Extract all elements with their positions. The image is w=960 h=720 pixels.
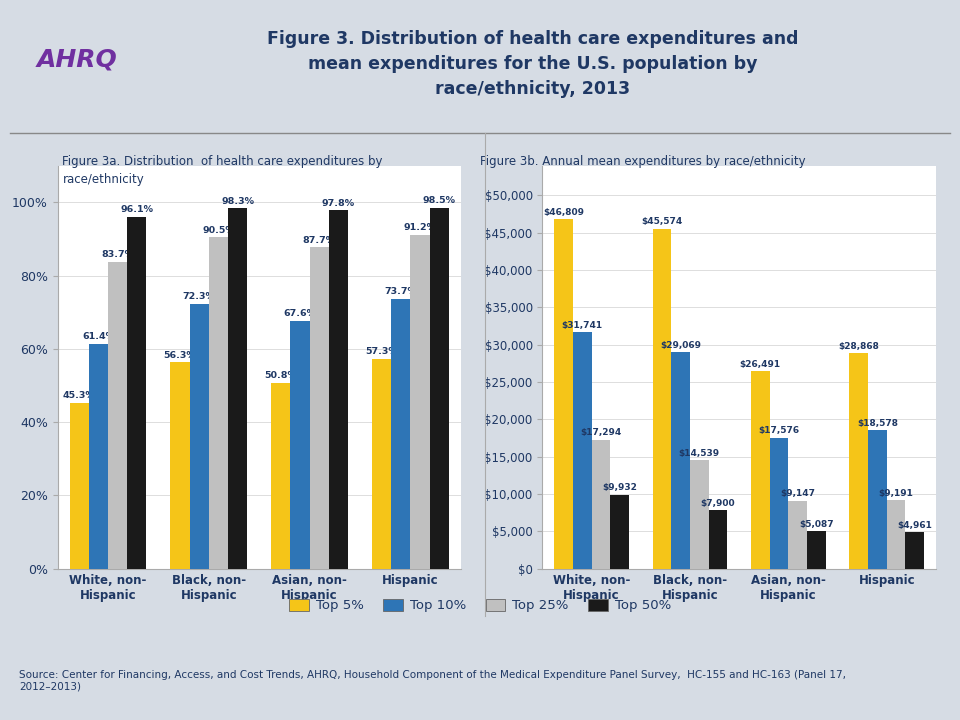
Text: Figure 3a. Distribution  of health care expenditures by
race/ethnicity: Figure 3a. Distribution of health care e… <box>62 155 383 186</box>
Text: Source: Center for Financing, Access, and Cost Trends, AHRQ, Household Component: Source: Center for Financing, Access, an… <box>19 670 846 691</box>
Text: 83.7%: 83.7% <box>101 251 134 259</box>
Text: $5,087: $5,087 <box>799 520 833 528</box>
Text: 96.1%: 96.1% <box>120 205 154 214</box>
Text: $7,900: $7,900 <box>701 498 735 508</box>
Text: 98.5%: 98.5% <box>422 196 456 205</box>
Bar <box>190 304 208 569</box>
Text: $29,069: $29,069 <box>660 341 701 349</box>
Bar <box>392 299 410 569</box>
Text: AHRQ: AHRQ <box>36 48 117 72</box>
Text: 50.8%: 50.8% <box>264 371 298 380</box>
Text: $28,868: $28,868 <box>838 342 879 351</box>
Text: Figure 3. Distribution of health care expenditures and
mean expenditures for the: Figure 3. Distribution of health care ex… <box>267 30 799 98</box>
Text: $4,961: $4,961 <box>898 521 932 529</box>
Text: $17,294: $17,294 <box>581 428 621 438</box>
Bar <box>554 220 573 569</box>
Bar <box>708 510 728 569</box>
Text: $45,574: $45,574 <box>641 217 683 226</box>
Bar <box>611 495 629 569</box>
Bar <box>89 343 108 569</box>
Bar <box>108 262 127 569</box>
Text: 87.7%: 87.7% <box>302 235 336 245</box>
Text: 61.4%: 61.4% <box>82 332 115 341</box>
Text: $9,932: $9,932 <box>602 483 637 492</box>
Text: 73.7%: 73.7% <box>384 287 418 296</box>
Bar <box>70 402 89 569</box>
Text: 56.3%: 56.3% <box>164 351 197 360</box>
Bar <box>770 438 788 569</box>
Text: 91.2%: 91.2% <box>403 223 437 232</box>
Text: $26,491: $26,491 <box>740 360 780 369</box>
Bar <box>905 532 924 569</box>
Text: 90.5%: 90.5% <box>202 225 235 235</box>
Text: 98.3%: 98.3% <box>221 197 254 206</box>
Text: 72.3%: 72.3% <box>182 292 216 301</box>
Bar <box>653 228 671 569</box>
Text: 97.8%: 97.8% <box>322 199 355 208</box>
Bar <box>171 362 190 569</box>
Bar <box>887 500 905 569</box>
Bar <box>208 237 228 569</box>
Bar <box>591 440 611 569</box>
Text: $9,191: $9,191 <box>878 489 914 498</box>
Bar <box>228 209 247 569</box>
Bar <box>127 217 146 569</box>
Bar <box>328 210 348 569</box>
Bar <box>690 460 708 569</box>
Text: $9,147: $9,147 <box>780 490 815 498</box>
Text: $14,539: $14,539 <box>679 449 720 458</box>
Bar <box>573 332 591 569</box>
Text: Figure 3b. Annual mean expenditures by race/ethnicity: Figure 3b. Annual mean expenditures by r… <box>480 155 805 168</box>
Bar <box>671 352 690 569</box>
Bar <box>850 354 868 569</box>
Bar <box>751 371 770 569</box>
Text: $31,741: $31,741 <box>562 320 603 330</box>
Legend: Top 5%, Top 10%, Top 25%, Top 50%: Top 5%, Top 10%, Top 25%, Top 50% <box>284 593 676 618</box>
Text: 45.3%: 45.3% <box>63 391 96 400</box>
Text: 67.6%: 67.6% <box>283 310 317 318</box>
Bar <box>291 321 309 569</box>
Text: 57.3%: 57.3% <box>366 347 398 356</box>
Bar <box>788 500 807 569</box>
Bar <box>868 430 887 569</box>
Bar <box>429 208 448 569</box>
Bar <box>411 235 429 569</box>
Text: $46,809: $46,809 <box>543 208 584 217</box>
Text: $18,578: $18,578 <box>857 419 898 428</box>
Bar <box>807 531 826 569</box>
Bar <box>272 382 291 569</box>
Text: $17,576: $17,576 <box>758 426 800 436</box>
Bar <box>309 248 328 569</box>
Bar <box>372 359 392 569</box>
